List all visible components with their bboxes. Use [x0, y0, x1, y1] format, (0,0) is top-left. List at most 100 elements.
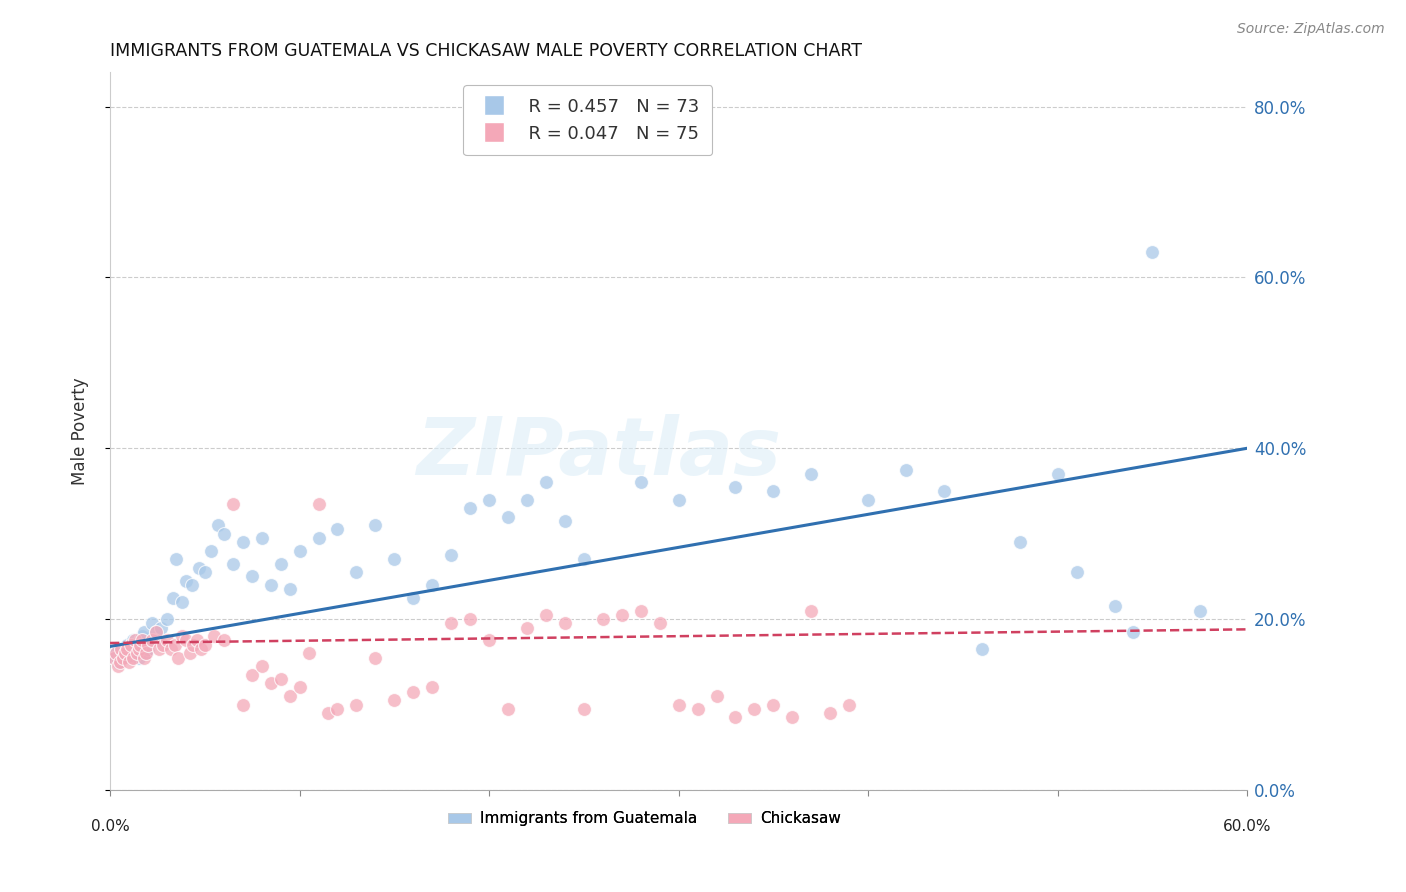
- Point: [124, 633, 146, 648]
- Point: [108, 650, 131, 665]
- Point: [112, 650, 135, 665]
- Point: [145, 624, 167, 639]
- Point: [572, 702, 595, 716]
- Legend: Immigrants from Guatemala, Chickasaw: Immigrants from Guatemala, Chickasaw: [441, 805, 846, 832]
- Point: [212, 633, 235, 648]
- Text: 0.0%: 0.0%: [91, 819, 129, 834]
- Point: [200, 543, 222, 558]
- Point: [107, 659, 129, 673]
- Point: [162, 591, 184, 605]
- Point: [156, 633, 179, 648]
- Point: [1066, 565, 1088, 579]
- Point: [458, 612, 481, 626]
- Point: [458, 501, 481, 516]
- Point: [131, 633, 153, 648]
- Point: [135, 646, 157, 660]
- Point: [516, 621, 538, 635]
- Point: [572, 552, 595, 566]
- Point: [668, 698, 690, 712]
- Point: [554, 616, 576, 631]
- Point: [148, 642, 170, 657]
- Point: [270, 672, 292, 686]
- Point: [107, 655, 129, 669]
- Point: [250, 531, 273, 545]
- Point: [131, 629, 153, 643]
- Point: [179, 646, 201, 660]
- Point: [141, 616, 163, 631]
- Point: [820, 706, 842, 720]
- Point: [136, 638, 159, 652]
- Point: [152, 638, 174, 652]
- Point: [270, 557, 292, 571]
- Point: [308, 497, 330, 511]
- Point: [706, 689, 728, 703]
- Point: [440, 548, 463, 562]
- Point: [172, 595, 194, 609]
- Point: [326, 702, 349, 716]
- Point: [346, 698, 368, 712]
- Point: [1104, 599, 1126, 614]
- Text: ZIPatlas: ZIPatlas: [416, 414, 782, 491]
- Point: [141, 633, 163, 648]
- Point: [194, 638, 217, 652]
- Point: [183, 638, 205, 652]
- Point: [103, 650, 125, 665]
- Point: [125, 642, 148, 657]
- Point: [762, 698, 785, 712]
- Point: [128, 642, 150, 657]
- Point: [856, 492, 879, 507]
- Point: [150, 621, 173, 635]
- Point: [103, 650, 125, 665]
- Point: [496, 702, 519, 716]
- Point: [118, 655, 141, 669]
- Point: [240, 667, 263, 681]
- Point: [346, 565, 368, 579]
- Point: [496, 509, 519, 524]
- Point: [174, 633, 197, 648]
- Point: [174, 574, 197, 588]
- Point: [308, 531, 330, 545]
- Point: [114, 646, 136, 660]
- Point: [782, 710, 804, 724]
- Point: [516, 492, 538, 507]
- Point: [112, 646, 135, 660]
- Point: [288, 543, 311, 558]
- Point: [134, 650, 156, 665]
- Point: [298, 646, 321, 660]
- Point: [120, 648, 142, 662]
- Point: [136, 642, 159, 657]
- Point: [630, 603, 652, 617]
- Point: [212, 526, 235, 541]
- Point: [118, 642, 141, 657]
- Point: [167, 650, 190, 665]
- Point: [156, 612, 179, 626]
- Point: [108, 655, 131, 669]
- Point: [115, 638, 138, 652]
- Point: [186, 633, 208, 648]
- Point: [668, 492, 690, 507]
- Point: [232, 535, 254, 549]
- Point: [800, 467, 823, 481]
- Point: [686, 702, 709, 716]
- Point: [610, 607, 633, 622]
- Point: [188, 561, 211, 575]
- Point: [134, 624, 156, 639]
- Point: [121, 650, 143, 665]
- Point: [970, 642, 993, 657]
- Point: [838, 698, 860, 712]
- Point: [129, 633, 152, 648]
- Point: [800, 603, 823, 617]
- Point: [478, 492, 501, 507]
- Point: [724, 480, 747, 494]
- Point: [630, 475, 652, 490]
- Point: [364, 518, 387, 533]
- Point: [121, 633, 143, 648]
- Point: [110, 642, 132, 657]
- Point: [420, 681, 443, 695]
- Point: [260, 578, 283, 592]
- Point: [165, 552, 187, 566]
- Text: 60.0%: 60.0%: [1223, 819, 1271, 834]
- Point: [190, 642, 212, 657]
- Point: [382, 552, 405, 566]
- Point: [104, 646, 127, 660]
